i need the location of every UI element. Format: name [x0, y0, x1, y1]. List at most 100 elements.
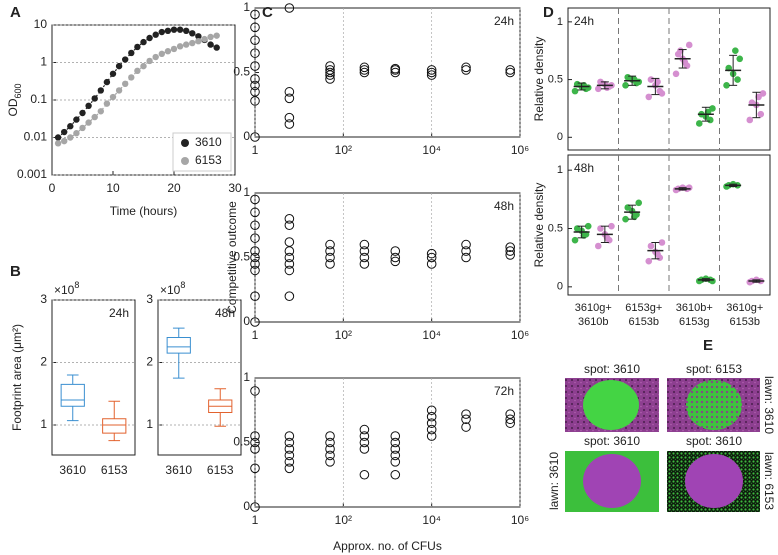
x-tick-label: 3610	[59, 463, 86, 477]
data-point	[426, 431, 437, 441]
data-point	[325, 65, 335, 75]
data-point	[584, 222, 592, 230]
data-point	[284, 431, 295, 441]
data-point	[250, 207, 260, 218]
y-axis-label: Footprint area (μm²)	[10, 324, 24, 431]
data-point	[723, 82, 730, 89]
data-point	[284, 457, 295, 467]
data-point	[645, 257, 653, 265]
data-point	[426, 418, 437, 428]
data-point	[658, 90, 666, 97]
legend-marker	[181, 139, 189, 147]
data-point	[67, 123, 74, 130]
data-point	[164, 48, 172, 55]
data-point	[79, 124, 86, 132]
plot-frame	[157, 299, 242, 456]
data-point	[250, 265, 260, 276]
y-tick-label: 1	[243, 185, 250, 199]
data-point	[597, 225, 604, 232]
data-point	[60, 128, 68, 136]
data-point	[250, 259, 260, 269]
data-point	[250, 132, 260, 142]
data-point	[109, 93, 117, 101]
data-point	[128, 74, 135, 81]
data-point	[426, 67, 437, 78]
y-tick-label: 10	[34, 17, 48, 31]
data-point	[85, 119, 92, 126]
data-point	[736, 55, 744, 63]
box	[60, 383, 85, 407]
data-point	[647, 76, 655, 83]
x-tick-label: 1	[252, 513, 259, 527]
data-point	[152, 53, 159, 61]
y-tick-label: 1	[40, 55, 47, 69]
data-point	[189, 39, 196, 47]
data-point	[359, 437, 370, 448]
panel-title: 72h	[494, 384, 514, 398]
spot-label: spot: 6153	[686, 362, 742, 376]
data-point	[140, 62, 147, 70]
data-point	[201, 35, 208, 43]
data-point	[505, 414, 516, 425]
data-point	[250, 291, 260, 302]
panel-letter: B	[10, 263, 21, 280]
data-point	[250, 437, 260, 448]
data-point	[325, 67, 335, 78]
x-tick-label: 30	[228, 181, 242, 195]
y-tick-label: 0.1	[30, 92, 47, 106]
data-point	[54, 140, 62, 147]
panel-letter: D	[543, 4, 554, 21]
y-tick-label: 0.01	[24, 130, 48, 144]
y-tick-label: 1	[40, 417, 47, 431]
data-point	[250, 246, 260, 256]
data-point	[603, 234, 611, 242]
data-point	[426, 65, 437, 75]
category-label: 6153g	[679, 316, 710, 328]
y-tick-label: 0.001	[17, 167, 47, 181]
data-point	[284, 3, 295, 13]
data-point	[359, 246, 370, 256]
data-point	[732, 47, 739, 55]
category-label: 3610g+	[726, 302, 763, 314]
data-point	[207, 41, 214, 48]
y-tick-label: 3	[40, 292, 47, 306]
data-point	[624, 73, 632, 81]
data-point	[505, 65, 516, 75]
data-point	[91, 113, 98, 121]
axis-multiplier: ×108	[54, 280, 79, 297]
data-point	[250, 74, 260, 84]
data-point	[359, 431, 370, 441]
data-point	[390, 252, 401, 263]
y-tick-label: 0	[243, 499, 250, 513]
x-tick-label: 10²	[335, 143, 352, 157]
y-axis-label-sub: 600	[13, 83, 23, 98]
axis-multiplier-base: ×10	[54, 283, 75, 297]
x-tick-label: 10⁶	[511, 513, 529, 527]
data-point	[654, 250, 661, 258]
y-tick-label: 0.5	[233, 250, 250, 264]
data-point	[359, 444, 370, 454]
legend-label: 6153	[195, 153, 222, 167]
data-point	[390, 67, 401, 78]
panel-title: 24h	[109, 306, 129, 320]
data-point	[73, 116, 80, 123]
x-tick-label: 10²	[335, 328, 352, 342]
data-point	[461, 65, 471, 75]
data-point	[284, 450, 295, 461]
data-point	[103, 78, 111, 86]
colony-image	[565, 378, 659, 432]
data-point	[635, 199, 643, 207]
data-point	[325, 437, 335, 448]
data-point	[195, 37, 202, 45]
x-tick-label: 1	[252, 143, 259, 157]
box	[166, 337, 191, 354]
y-axis-label-text: Relative density	[532, 183, 546, 268]
data-point	[359, 424, 370, 435]
data-point	[461, 414, 471, 425]
data-point	[681, 58, 689, 66]
data-point	[284, 291, 295, 302]
data-point	[158, 28, 165, 36]
data-point	[390, 256, 401, 267]
x-tick-label: 10⁴	[422, 513, 441, 527]
y-tick-label: 1	[243, 370, 250, 384]
